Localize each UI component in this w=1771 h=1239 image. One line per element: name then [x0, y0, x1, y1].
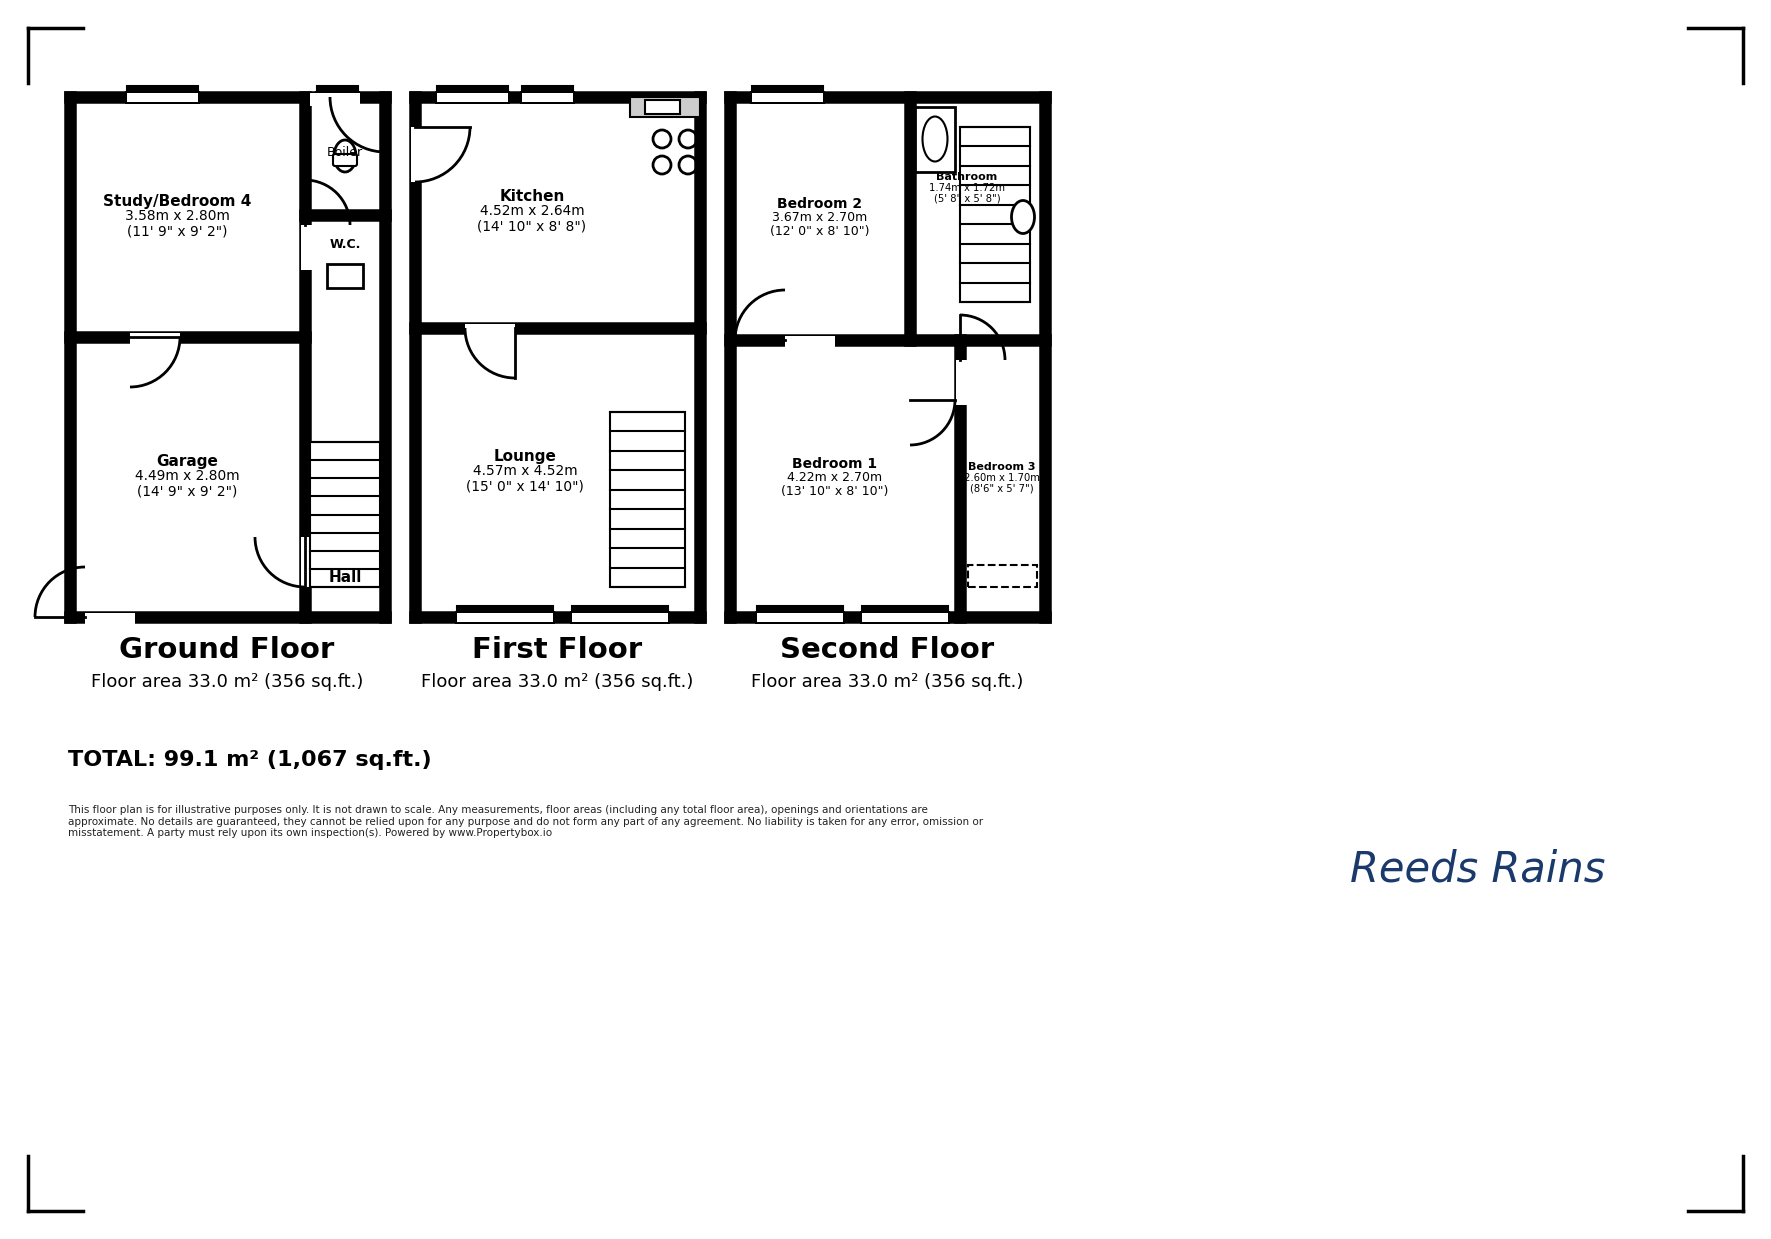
- Bar: [301, 225, 313, 270]
- Bar: [328, 264, 363, 287]
- Text: 1.74m x 1.72m: 1.74m x 1.72m: [930, 182, 1004, 192]
- Bar: [437, 93, 508, 102]
- Bar: [315, 90, 360, 104]
- Bar: [310, 93, 360, 107]
- Text: Lounge: Lounge: [494, 449, 556, 465]
- Bar: [436, 90, 510, 104]
- Bar: [960, 128, 1031, 302]
- Bar: [521, 90, 576, 104]
- Bar: [956, 361, 969, 405]
- Bar: [572, 612, 668, 622]
- Text: Bedroom 2: Bedroom 2: [777, 197, 862, 211]
- Text: TOTAL: 99.1 m² (1,067 sq.ft.): TOTAL: 99.1 m² (1,067 sq.ft.): [67, 750, 432, 769]
- FancyBboxPatch shape: [333, 154, 358, 166]
- Text: W.C.: W.C.: [329, 238, 361, 252]
- Text: 4.22m x 2.70m: 4.22m x 2.70m: [788, 471, 882, 484]
- Text: 4.52m x 2.64m: 4.52m x 2.64m: [480, 204, 584, 218]
- Bar: [609, 413, 685, 587]
- Text: Reeds Rains: Reeds Rains: [1350, 849, 1605, 891]
- Bar: [457, 612, 553, 622]
- Text: 4.49m x 2.80m: 4.49m x 2.80m: [135, 470, 239, 483]
- Bar: [466, 325, 515, 337]
- Text: First Floor: First Floor: [471, 636, 643, 664]
- Bar: [455, 611, 554, 623]
- Text: (11' 9" x 9' 2"): (11' 9" x 9' 2"): [128, 224, 227, 238]
- Text: Bedroom 1: Bedroom 1: [792, 457, 878, 471]
- Bar: [85, 613, 135, 626]
- Text: 2.60m x 1.70m: 2.60m x 1.70m: [963, 472, 1040, 483]
- Text: Kitchen: Kitchen: [499, 190, 565, 204]
- Text: Garage: Garage: [156, 455, 218, 470]
- Text: Boiler: Boiler: [328, 145, 363, 159]
- Bar: [630, 97, 700, 116]
- Bar: [570, 611, 669, 623]
- Text: Study/Bedroom 4: Study/Bedroom 4: [103, 195, 251, 209]
- Text: (13' 10" x 8' 10"): (13' 10" x 8' 10"): [781, 484, 889, 498]
- Bar: [310, 442, 381, 587]
- Bar: [328, 264, 363, 287]
- Text: 3.67m x 2.70m: 3.67m x 2.70m: [772, 211, 868, 224]
- Text: (14' 10" x 8' 8"): (14' 10" x 8' 8"): [478, 219, 586, 233]
- Text: (8'6" x 5' 7"): (8'6" x 5' 7"): [971, 483, 1034, 493]
- Ellipse shape: [923, 116, 947, 161]
- Bar: [411, 128, 423, 182]
- Bar: [749, 90, 825, 104]
- Bar: [301, 536, 313, 587]
- Text: 4.57m x 4.52m: 4.57m x 4.52m: [473, 465, 577, 478]
- Text: Ground Floor: Ground Floor: [119, 636, 335, 664]
- Bar: [785, 336, 834, 349]
- Bar: [785, 336, 834, 349]
- Bar: [129, 333, 181, 346]
- Text: Second Floor: Second Floor: [779, 636, 994, 664]
- Text: Hall: Hall: [328, 570, 361, 585]
- Bar: [609, 413, 685, 587]
- Bar: [916, 107, 955, 172]
- Text: (5' 8" x 5' 8"): (5' 8" x 5' 8"): [933, 193, 1001, 203]
- Bar: [862, 612, 947, 622]
- Bar: [754, 611, 845, 623]
- Bar: [317, 93, 358, 102]
- Ellipse shape: [335, 140, 356, 172]
- Text: This floor plan is for illustrative purposes only. It is not drawn to scale. Any: This floor plan is for illustrative purp…: [67, 805, 983, 839]
- Bar: [907, 356, 919, 400]
- Bar: [756, 612, 843, 622]
- Bar: [861, 611, 949, 623]
- Bar: [753, 93, 824, 102]
- Bar: [916, 107, 955, 172]
- Bar: [310, 442, 381, 587]
- Bar: [522, 93, 574, 102]
- Text: 3.58m x 2.80m: 3.58m x 2.80m: [124, 209, 230, 223]
- Bar: [630, 97, 700, 116]
- Text: Floor area 33.0 m² (356 sq.ft.): Floor area 33.0 m² (356 sq.ft.): [421, 673, 692, 691]
- Bar: [645, 100, 680, 114]
- Text: Bathroom: Bathroom: [937, 172, 997, 182]
- Text: (12' 0" x 8' 10"): (12' 0" x 8' 10"): [770, 224, 870, 238]
- Text: (15' 0" x 14' 10"): (15' 0" x 14' 10"): [466, 479, 584, 493]
- Text: Bedroom 3: Bedroom 3: [969, 462, 1036, 472]
- Bar: [969, 565, 1038, 587]
- Bar: [126, 90, 200, 104]
- Bar: [128, 93, 198, 102]
- Ellipse shape: [1011, 201, 1034, 233]
- Bar: [960, 128, 1031, 302]
- Bar: [645, 100, 680, 114]
- Text: Floor area 33.0 m² (356 sq.ft.): Floor area 33.0 m² (356 sq.ft.): [90, 673, 363, 691]
- Text: (14' 9" x 9' 2"): (14' 9" x 9' 2"): [136, 484, 237, 498]
- Text: Floor area 33.0 m² (356 sq.ft.): Floor area 33.0 m² (356 sq.ft.): [751, 673, 1024, 691]
